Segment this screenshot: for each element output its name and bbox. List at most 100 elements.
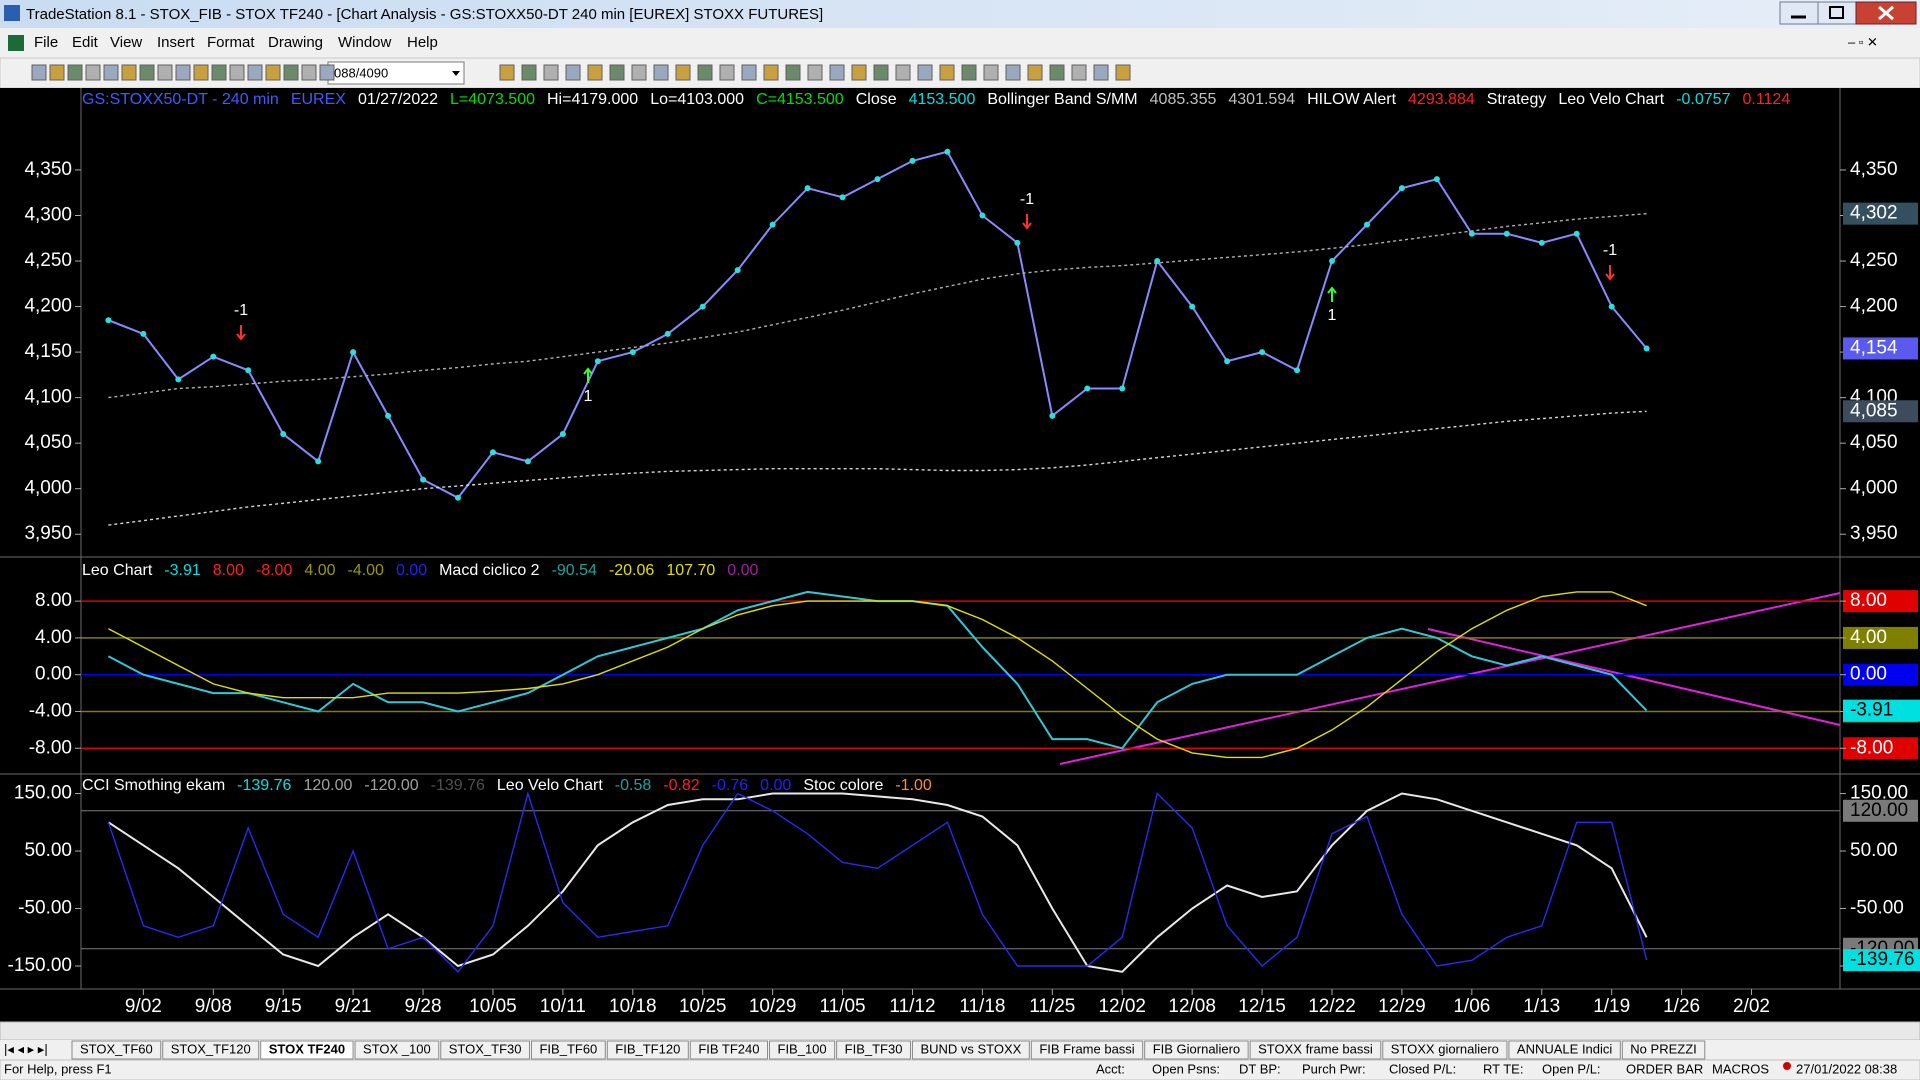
minimize-button[interactable]	[1779, 1, 1819, 25]
tool-button[interactable]	[1093, 64, 1109, 81]
tool-button[interactable]	[829, 64, 845, 81]
tool-button[interactable]	[301, 64, 317, 81]
tool-button[interactable]	[157, 64, 173, 81]
x-tick-label: 10/29	[749, 996, 797, 1017]
status-field: Acct:	[1096, 1061, 1125, 1076]
x-tick-label: 11/18	[959, 996, 1005, 1017]
tool-button[interactable]	[719, 64, 735, 81]
tool-button[interactable]	[939, 64, 955, 81]
menu-item[interactable]: Format	[207, 34, 255, 51]
tab[interactable]: STOX_TF60	[71, 1040, 162, 1060]
tool-button[interactable]	[543, 64, 559, 81]
menu-item[interactable]: Window	[338, 34, 392, 51]
tab[interactable]: FIB Giornaliero	[1144, 1040, 1249, 1060]
tool-button[interactable]	[31, 64, 47, 81]
macros[interactable]: MACROS	[1712, 1061, 1769, 1076]
tool-button[interactable]	[1005, 64, 1021, 81]
tool-button[interactable]	[1071, 64, 1087, 81]
signal-label: 1	[1328, 307, 1337, 324]
tool-button[interactable]	[785, 64, 801, 81]
tool-button[interactable]	[49, 64, 65, 81]
tool-button[interactable]	[521, 64, 537, 81]
tool-button[interactable]	[499, 64, 515, 81]
tool-button[interactable]	[1049, 64, 1065, 81]
tool-button[interactable]	[917, 64, 933, 81]
price-dot	[1398, 185, 1405, 192]
tool-button[interactable]	[961, 64, 977, 81]
scrollbar[interactable]	[0, 1021, 1920, 1041]
price-dot	[594, 358, 601, 365]
price-dot	[489, 449, 496, 456]
tool-button[interactable]	[229, 64, 245, 81]
tool-button[interactable]	[67, 64, 83, 81]
tool-button[interactable]	[653, 64, 669, 81]
tool-button[interactable]	[851, 64, 867, 81]
tool-button[interactable]	[265, 64, 281, 81]
tool-button[interactable]	[283, 64, 299, 81]
tab[interactable]: FIB_100	[769, 1040, 836, 1060]
y-tick-label: 4,200	[1850, 296, 1898, 317]
menu-item[interactable]: File	[34, 34, 58, 51]
tool-button[interactable]	[631, 64, 647, 81]
tool-button[interactable]	[565, 64, 581, 81]
price-dot	[350, 349, 357, 356]
tab[interactable]: FIB_TF120	[606, 1040, 689, 1060]
mdi-controls[interactable]: – ▫ ✕	[1848, 34, 1878, 49]
menu-item[interactable]: Edit	[72, 34, 99, 51]
tool-button[interactable]	[609, 64, 625, 81]
price-marker-label: 4,302	[1850, 203, 1898, 224]
menu-item[interactable]: Help	[407, 34, 438, 51]
tab[interactable]: STOXX giornaliero	[1382, 1040, 1508, 1060]
tool-button[interactable]	[807, 64, 823, 81]
x-tick-label: 10/18	[609, 996, 657, 1017]
tab-shape	[1508, 1040, 1621, 1060]
price-dot	[1014, 239, 1021, 246]
legend-item: Macd ciclico 2	[439, 562, 540, 579]
menu-item[interactable]: Drawing	[268, 34, 323, 51]
y-tick-label: 4,350	[1850, 159, 1898, 180]
tool-button[interactable]	[139, 64, 155, 81]
tab[interactable]: ANNUALE Indici	[1508, 1040, 1621, 1060]
tab[interactable]: No PREZZI	[1621, 1040, 1706, 1060]
tool-button[interactable]	[193, 64, 209, 81]
tab-shape	[530, 1040, 606, 1060]
tool-button[interactable]	[103, 64, 119, 81]
tool-button[interactable]	[247, 64, 263, 81]
order-bar[interactable]: ORDER BAR	[1626, 1061, 1703, 1076]
tool-button[interactable]	[895, 64, 911, 81]
tool-button[interactable]	[121, 64, 137, 81]
menu-item[interactable]: View	[110, 34, 142, 51]
tab[interactable]: FIB_TF30	[836, 1040, 911, 1060]
tab-nav[interactable]: |◂ ◂ ▸ ▸|	[4, 1041, 48, 1056]
tool-button[interactable]	[675, 64, 691, 81]
x-tick-label: 11/05	[819, 996, 865, 1017]
tab[interactable]: FIB_TF60	[530, 1040, 606, 1060]
legend-item: -0.76	[712, 777, 749, 794]
restore-button[interactable]	[1817, 1, 1857, 25]
menu-item[interactable]: Insert	[157, 34, 195, 51]
tab[interactable]: FIB Frame bassi	[1030, 1040, 1144, 1060]
tool-button[interactable]	[741, 64, 757, 81]
tab[interactable]: STOXX frame bassi	[1249, 1040, 1382, 1060]
tool-button[interactable]	[873, 64, 889, 81]
tool-button[interactable]	[1027, 64, 1043, 81]
tool-button[interactable]	[697, 64, 713, 81]
tool-button[interactable]	[587, 64, 603, 81]
tab[interactable]: STOX _100	[354, 1040, 440, 1060]
tool-button[interactable]	[319, 64, 335, 81]
tab-label: STOX_TF30	[449, 1041, 522, 1056]
title-bar	[0, 0, 1920, 28]
tab[interactable]: FIB TF240	[689, 1040, 768, 1060]
tool-button[interactable]	[763, 64, 779, 81]
tool-button[interactable]	[85, 64, 101, 81]
tab[interactable]: BUND vs STOXX	[911, 1040, 1030, 1060]
tab[interactable]: STOX TF240	[260, 1040, 354, 1060]
tool-button[interactable]	[175, 64, 191, 81]
legend-item: Leo Velo Chart	[497, 777, 603, 794]
tool-button[interactable]	[983, 64, 999, 81]
tool-button[interactable]	[211, 64, 227, 81]
tab[interactable]: STOX_TF120	[162, 1040, 260, 1060]
tool-button[interactable]	[1115, 64, 1131, 81]
tab[interactable]: STOX_TF30	[440, 1040, 530, 1060]
